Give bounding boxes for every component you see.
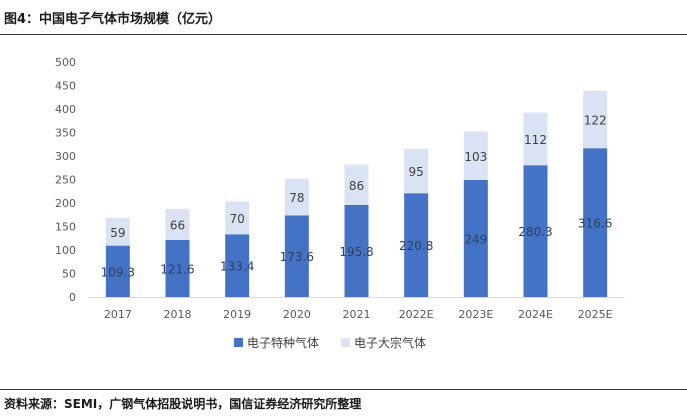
bar-bulk-gas — [463, 131, 488, 180]
data-label-specialty: 280.3 — [518, 225, 552, 239]
x-tick-label: 2021 — [343, 308, 371, 321]
figure-title: 图4：中国电子气体市场规模（亿元） — [4, 12, 222, 27]
data-label-bulk: 103 — [464, 150, 487, 164]
data-label-specialty: 249 — [464, 232, 487, 246]
y-tick-label: 0 — [69, 291, 76, 304]
y-tick-label: 100 — [55, 244, 76, 257]
bar-bulk-gas — [105, 217, 130, 246]
top-rule — [0, 34, 687, 35]
data-label-specialty: 133.4 — [220, 260, 254, 274]
y-tick-label: 450 — [55, 80, 76, 93]
legend-label-bulk: 电子大宗气体 — [354, 335, 426, 350]
stacked-bar-chart: 0 50 100 150 200 250 300 350 400 450 500 109.3 59 201… — [55, 56, 625, 350]
data-label-bulk: 66 — [170, 218, 185, 232]
y-tick-label: 500 — [55, 56, 76, 69]
bar-specialty-gas — [463, 179, 488, 297]
bar-bulk-gas — [225, 201, 250, 235]
y-tick-label: 200 — [55, 197, 76, 210]
bar-specialty-gas — [404, 193, 429, 297]
x-tick-label: 2018 — [164, 308, 192, 321]
y-tick-label: 350 — [55, 127, 76, 140]
x-tick-label: 2019 — [223, 308, 251, 321]
data-label-bulk: 95 — [409, 165, 424, 179]
data-label-bulk: 78 — [289, 191, 304, 205]
data-label-bulk: 122 — [584, 114, 607, 128]
y-tick-label: 150 — [55, 221, 76, 234]
data-label-specialty: 316.6 — [578, 217, 612, 231]
bar-specialty-gas — [344, 204, 369, 297]
data-label-bulk: 59 — [110, 226, 125, 240]
bar-bulk-gas — [404, 148, 429, 194]
bar-bulk-gas — [583, 90, 608, 149]
bar-bulk-gas — [523, 112, 548, 166]
data-label-specialty: 173.6 — [280, 250, 314, 264]
source-note: 资料来源：SEMI，广钢气体招股说明书，国信证券经济研究所整理 — [4, 397, 362, 411]
bar-specialty-gas — [523, 165, 548, 297]
bar-specialty-gas — [284, 215, 309, 297]
legend-label-specialty: 电子特种气体 — [247, 335, 319, 350]
legend-swatch-bulk — [341, 338, 350, 347]
y-tick-label: 50 — [62, 268, 76, 281]
y-tick-label: 300 — [55, 150, 76, 163]
y-tick-label: 250 — [55, 174, 76, 187]
x-tick-label: 2023E — [458, 308, 493, 321]
data-label-specialty: 121.6 — [160, 262, 194, 276]
bar-specialty-gas — [583, 148, 608, 297]
bar-bulk-gas — [344, 164, 369, 205]
bar-specialty-gas — [105, 245, 130, 297]
y-tick-label: 400 — [55, 103, 76, 116]
bar-bulk-gas — [165, 208, 190, 240]
data-label-bulk: 112 — [524, 133, 547, 147]
bottom-rule — [0, 389, 687, 390]
x-tick-label: 2024E — [518, 308, 553, 321]
bar-specialty-gas — [165, 239, 190, 297]
x-tick-label: 2020 — [283, 308, 311, 321]
data-label-specialty: 109.3 — [101, 265, 135, 279]
data-label-bulk: 70 — [230, 212, 245, 226]
bar-bulk-gas — [284, 178, 309, 216]
x-tick-label: 2017 — [104, 308, 132, 321]
legend-swatch-specialty — [234, 338, 243, 347]
x-tick-label: 2025E — [578, 308, 613, 321]
bar-specialty-gas — [225, 234, 250, 297]
data-label-bulk: 86 — [349, 179, 364, 193]
data-label-specialty: 195.8 — [339, 245, 373, 259]
data-label-specialty: 220.8 — [399, 239, 433, 253]
x-tick-label: 2022E — [399, 308, 434, 321]
